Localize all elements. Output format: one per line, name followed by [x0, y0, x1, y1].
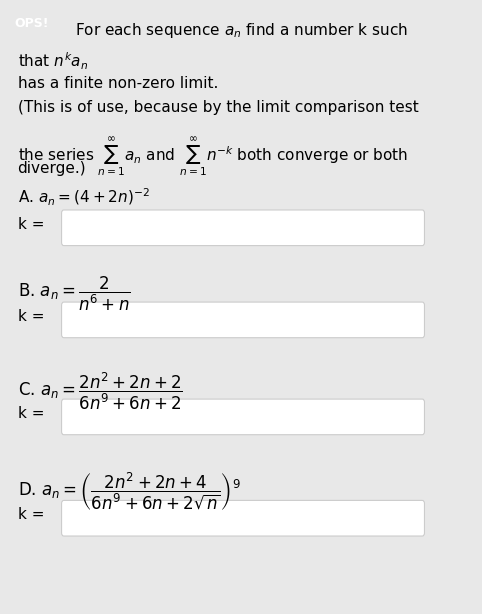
- Text: has a finite non-zero limit.: has a finite non-zero limit.: [18, 76, 218, 90]
- Text: the series $\sum_{n=1}^{\infty} a_n$ and $\sum_{n=1}^{\infty} n^{-k}$ both conve: the series $\sum_{n=1}^{\infty} a_n$ and…: [18, 136, 408, 179]
- Text: that $n^k a_n$: that $n^k a_n$: [18, 51, 88, 72]
- Text: diverge.): diverge.): [18, 161, 86, 176]
- Text: k =: k =: [18, 309, 44, 324]
- FancyBboxPatch shape: [62, 210, 425, 246]
- FancyBboxPatch shape: [62, 302, 425, 338]
- Text: D. $a_n = \left(\dfrac{2n^2+2n+4}{6n^9+6n+2\sqrt{n}}\right)^9$: D. $a_n = \left(\dfrac{2n^2+2n+4}{6n^9+6…: [18, 470, 240, 513]
- Text: For each sequence $a_n$ find a number k such: For each sequence $a_n$ find a number k …: [75, 21, 408, 41]
- Text: B. $a_n = \dfrac{2}{n^6+n}$: B. $a_n = \dfrac{2}{n^6+n}$: [18, 275, 130, 313]
- FancyBboxPatch shape: [62, 399, 425, 435]
- Text: A. $a_n = (4 + 2n)^{-2}$: A. $a_n = (4 + 2n)^{-2}$: [18, 187, 149, 208]
- Text: k =: k =: [18, 406, 44, 421]
- Text: C. $a_n = \dfrac{2n^2+2n+2}{6n^9+6n+2}$: C. $a_n = \dfrac{2n^2+2n+2}{6n^9+6n+2}$: [18, 370, 183, 411]
- Text: OPS!: OPS!: [14, 17, 49, 29]
- FancyBboxPatch shape: [62, 500, 425, 536]
- Text: k =: k =: [18, 217, 44, 231]
- Text: (This is of use, because by the limit comparison test: (This is of use, because by the limit co…: [18, 100, 418, 115]
- Text: k =: k =: [18, 507, 44, 522]
